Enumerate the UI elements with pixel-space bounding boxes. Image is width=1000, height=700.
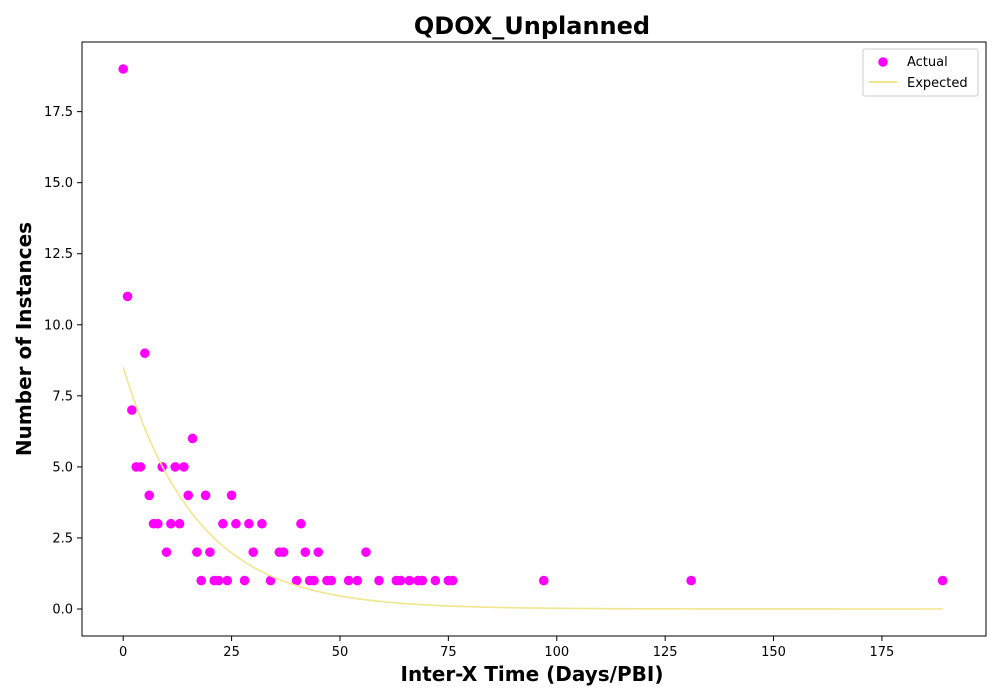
actual-point <box>192 547 202 557</box>
actual-point <box>118 64 128 74</box>
actual-point <box>279 547 289 557</box>
actual-point <box>188 434 198 444</box>
actual-point <box>227 491 237 501</box>
legend-marker-actual <box>878 57 888 67</box>
y-tick-label: 5.0 <box>52 460 73 475</box>
actual-point <box>205 547 215 557</box>
x-tick-label: 125 <box>653 645 678 660</box>
x-tick-label: 25 <box>223 645 240 660</box>
y-tick-label: 17.5 <box>44 105 73 120</box>
actual-point <box>300 547 310 557</box>
actual-point <box>153 519 163 529</box>
actual-point <box>396 576 406 586</box>
x-tick-label: 100 <box>544 645 569 660</box>
actual-point <box>136 462 146 472</box>
actual-point <box>231 519 241 529</box>
actual-point <box>431 576 441 586</box>
y-axis: 0.0 2.5 5.0 7.5 10.0 12.5 15.0 17.5 <box>44 105 82 617</box>
actual-point <box>327 576 337 586</box>
y-tick-label: 7.5 <box>52 389 73 404</box>
actual-point <box>448 576 458 586</box>
actual-point <box>144 491 154 501</box>
actual-point <box>353 576 363 586</box>
x-tick-label: 150 <box>761 645 786 660</box>
actual-point <box>214 576 224 586</box>
y-tick-label: 2.5 <box>52 531 73 546</box>
actual-point <box>127 405 137 415</box>
x-axis-label: Inter-X Time (Days/PBI) <box>401 662 664 686</box>
actual-point <box>183 491 193 501</box>
actual-point <box>166 519 176 529</box>
plot-area <box>82 42 986 636</box>
y-tick-label: 12.5 <box>44 247 73 262</box>
actual-point <box>418 576 428 586</box>
actual-point <box>162 547 172 557</box>
y-tick-label: 0.0 <box>52 603 73 618</box>
actual-point <box>374 576 384 586</box>
actual-point <box>170 462 180 472</box>
legend: Actual Expected <box>863 49 978 96</box>
actual-point <box>686 576 696 586</box>
y-axis-label: Number of Instances <box>12 222 36 456</box>
legend-label-expected: Expected <box>907 76 968 91</box>
x-axis: 0 25 50 75 100 125 150 175 <box>119 636 894 660</box>
actual-point <box>405 576 415 586</box>
y-tick-label: 10.0 <box>44 318 73 333</box>
actual-point <box>248 547 258 557</box>
actual-point <box>140 348 150 358</box>
y-tick-label: 15.0 <box>44 176 73 191</box>
actual-point <box>296 519 306 529</box>
actual-point <box>123 292 133 302</box>
x-tick-label: 175 <box>870 645 895 660</box>
actual-point <box>201 491 211 501</box>
actual-point <box>313 547 323 557</box>
actual-point <box>240 576 250 586</box>
actual-point <box>175 519 185 529</box>
actual-point <box>222 576 232 586</box>
chart-title: QDOX_Unplanned <box>414 12 650 40</box>
actual-point <box>196 576 206 586</box>
x-tick-label: 75 <box>440 645 457 660</box>
actual-point <box>179 462 189 472</box>
actual-point <box>539 576 549 586</box>
actual-point <box>244 519 254 529</box>
actual-point <box>361 547 371 557</box>
x-tick-label: 0 <box>119 645 127 660</box>
actual-point <box>257 519 267 529</box>
legend-label-actual: Actual <box>907 55 948 70</box>
x-tick-label: 50 <box>332 645 349 660</box>
actual-point <box>309 576 319 586</box>
actual-point <box>938 576 948 586</box>
actual-point <box>218 519 228 529</box>
actual-point <box>344 576 354 586</box>
